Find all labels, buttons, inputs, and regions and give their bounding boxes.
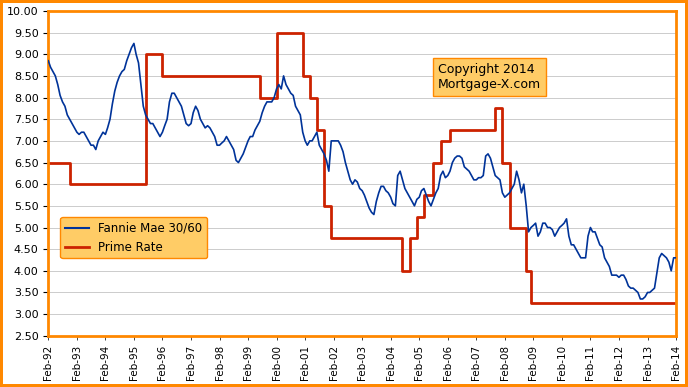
Legend: Fannie Mae 30/60, Prime Rate: Fannie Mae 30/60, Prime Rate [61, 217, 207, 259]
Text: Copyright 2014
Mortgage-X.com: Copyright 2014 Mortgage-X.com [438, 63, 541, 91]
